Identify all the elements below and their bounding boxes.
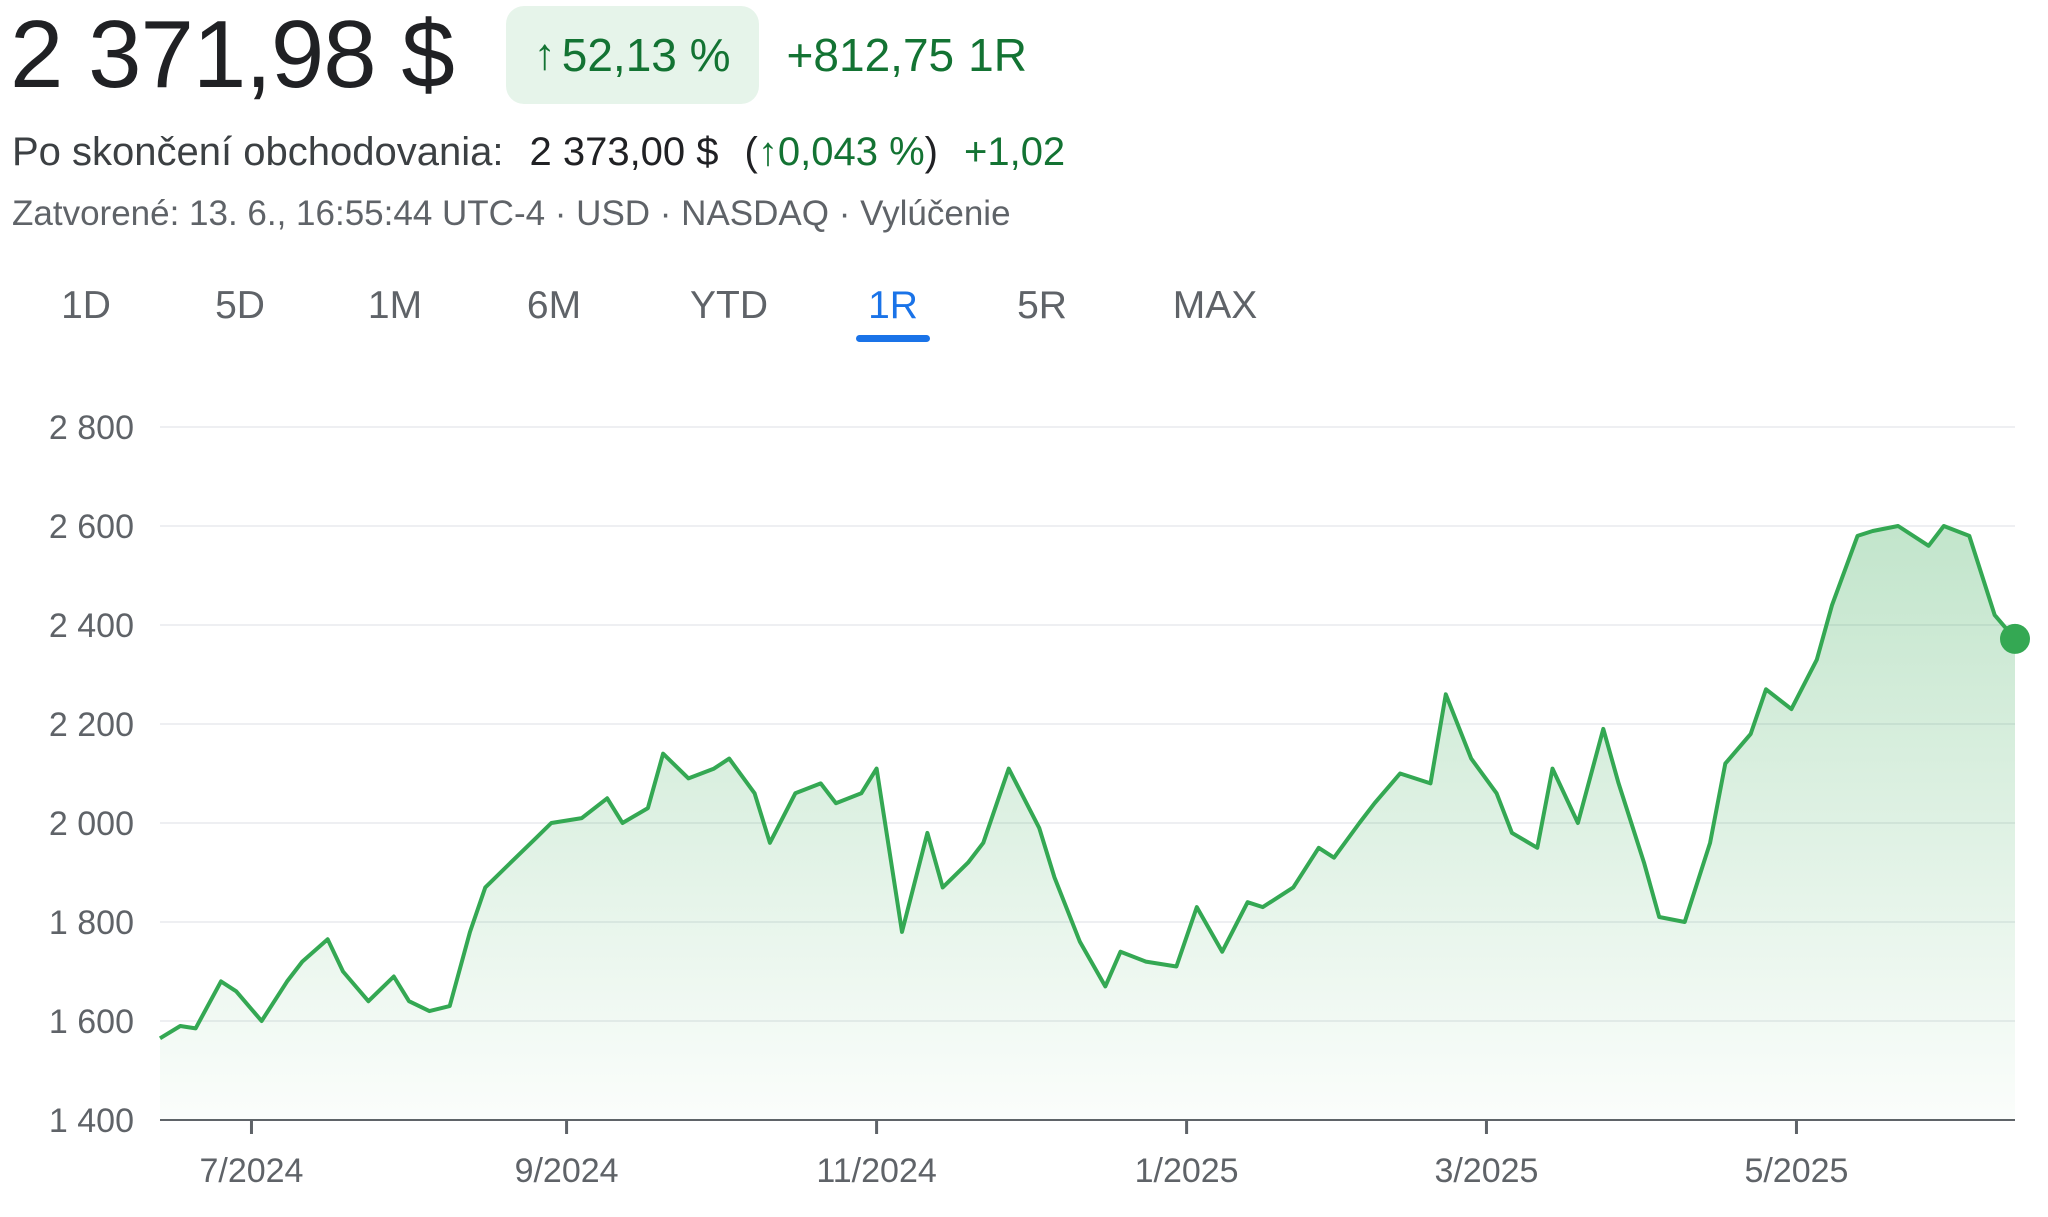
x-tick-label: 9/2024 (515, 1152, 619, 1190)
market-status-meta: Zatvorené: 13. 6., 16:55:44 UTC-4 · USD … (12, 194, 1011, 233)
quote-header: 2 371,98 $ ↑ 52,13 % +812,75 1R (10, 0, 1027, 110)
tab-label: 1M (367, 284, 423, 327)
y-tick-label: 1 400 (49, 1102, 134, 1140)
x-tick-label: 1/2025 (1135, 1152, 1239, 1190)
x-axis: 7/2024 9/2024 11/2024 1/2025 3/2025 5/2025 (199, 1120, 1848, 1190)
tab-label: 1D (61, 284, 111, 327)
x-tick-label: 7/2024 (199, 1152, 303, 1190)
tab-label: 5D (215, 284, 265, 327)
tab-5d[interactable]: 5D (210, 278, 270, 340)
last-price-dot (2000, 623, 2030, 654)
arrow-up-icon: ↑ (533, 30, 556, 79)
after-hours-paren-open: ( (744, 130, 758, 174)
after-hours-row: Po skončení obchodovania: 2 373,00 $ (↑0… (12, 130, 1065, 175)
tab-5r[interactable]: 5R (1012, 278, 1072, 340)
price-chart[interactable]: 1 400 1 600 1 800 2 000 2 200 2 400 2 600 2 800… (0, 380, 2048, 1217)
price-area-fill (160, 526, 2015, 1120)
y-tick-label: 2 800 (49, 409, 134, 447)
price-line[interactable] (158, 524, 2017, 1041)
tab-label: 1R (868, 284, 918, 327)
tab-ytd[interactable]: YTD (686, 278, 772, 340)
tab-underline (856, 335, 930, 342)
change-percent: 52,13 % (561, 29, 731, 81)
x-tick-label: 3/2025 (1434, 1152, 1538, 1190)
y-tick-label: 2 600 (49, 508, 134, 546)
current-price: 2 371,98 $ (10, 1, 455, 108)
tab-label: 5R (1017, 284, 1067, 327)
tab-1r[interactable]: 1R (856, 278, 930, 342)
y-tick-label: 1 600 (49, 1003, 134, 1041)
after-hours-price: 2 373,00 $ (529, 130, 719, 174)
x-tick-label: 5/2025 (1744, 1152, 1848, 1190)
tab-label: 6M (526, 284, 582, 327)
change-percent-badge: ↑ 52,13 % (505, 6, 759, 104)
y-axis: 1 400 1 600 1 800 2 000 2 200 2 400 2 600 2 800 (49, 409, 134, 1140)
range-tabs: 1D 5D 1M 6M YTD 1R 5R MAX (0, 278, 1300, 348)
tab-label: MAX (1172, 284, 1258, 327)
tab-6m[interactable]: 6M (522, 278, 586, 340)
tab-1d[interactable]: 1D (58, 278, 114, 340)
after-hours-change: +1,02 (963, 130, 1066, 174)
tab-max[interactable]: MAX (1164, 278, 1266, 340)
arrow-up-icon: ↑ (757, 130, 778, 174)
x-tick-label: 11/2024 (816, 1152, 936, 1190)
after-hours-percent-group: (↑0,043 %) (745, 130, 938, 175)
after-hours-percent: 0,043 % (777, 130, 925, 174)
change-absolute-group: +812,75 1R (787, 28, 1027, 82)
tab-1m[interactable]: 1M (364, 278, 426, 340)
y-tick-label: 2 400 (49, 607, 134, 645)
change-period: 1R (968, 29, 1027, 81)
tab-label: YTD (690, 284, 768, 327)
y-tick-label: 1 800 (49, 904, 134, 942)
y-tick-label: 2 000 (49, 805, 134, 843)
after-hours-label: Po skončení obchodovania: (12, 130, 504, 174)
change-absolute: +812,75 (786, 29, 955, 81)
after-hours-paren-close: ) (924, 130, 938, 174)
y-tick-label: 2 200 (49, 706, 134, 744)
